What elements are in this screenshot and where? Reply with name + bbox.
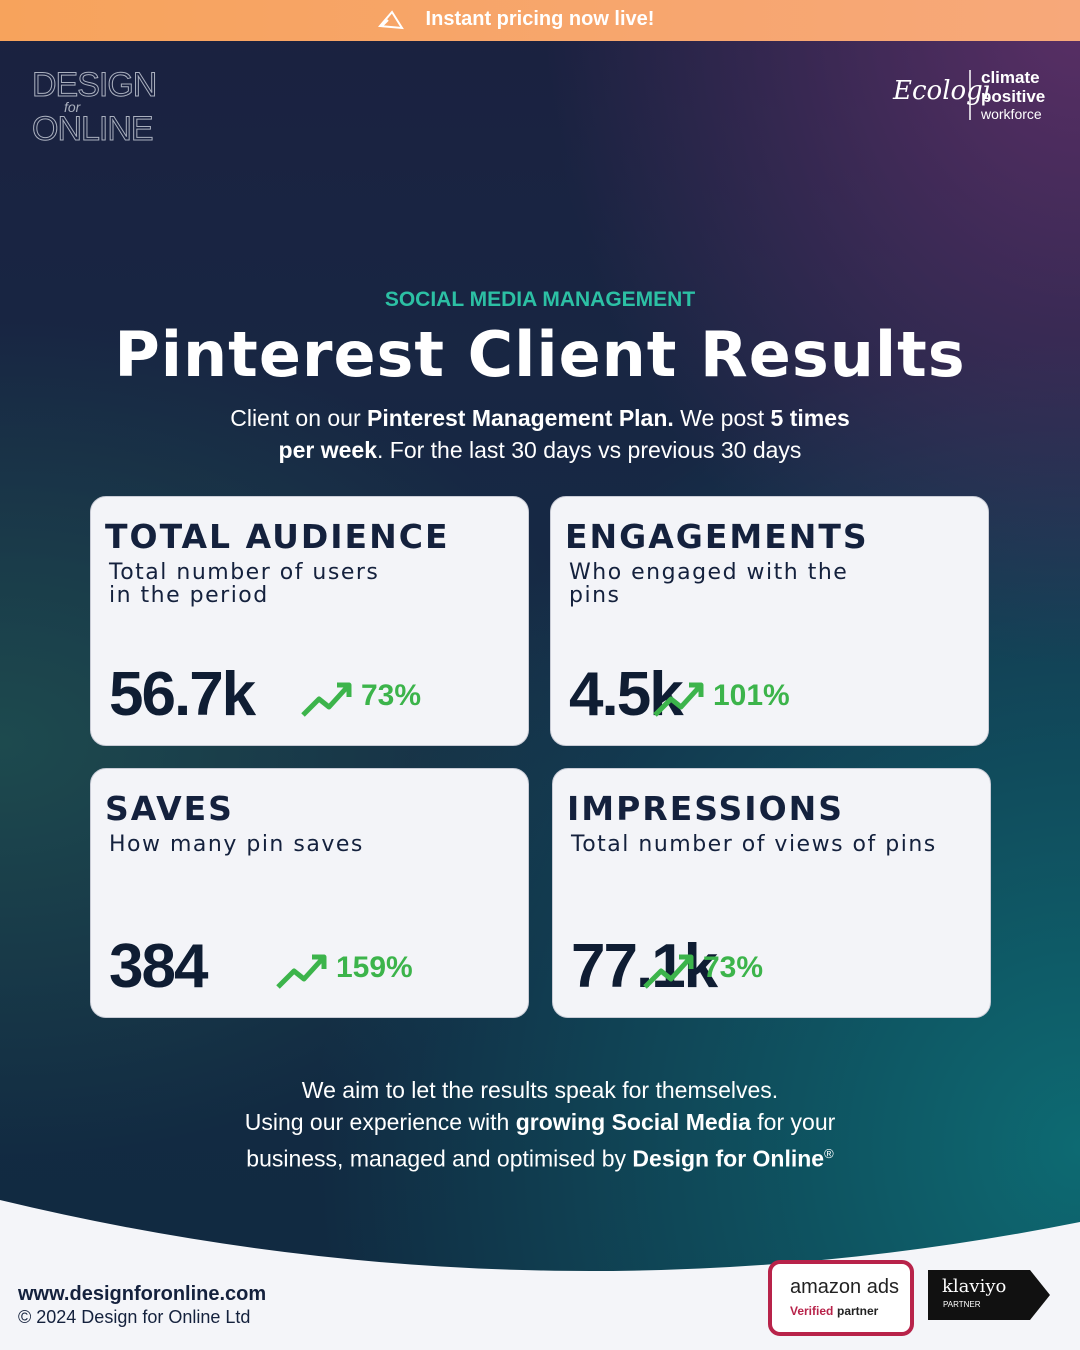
logo-line: DESIGN [32,66,158,104]
logo-line: ONLINE [32,110,155,148]
trend-arrow [643,954,694,989]
card-change: 73% [703,951,764,984]
intro-segment: 5 times [770,405,850,431]
amazon-brand: amazon ads [790,1276,899,1298]
logo-line: for [64,99,81,115]
intro-line: per week. For the last 30 days vs previo… [0,434,1080,466]
partner-line: positive [981,87,1046,106]
card-subtitle-line: pins [569,583,621,608]
megaphone-icon [377,10,404,30]
card-value: 56.7k [109,660,256,729]
trend-arrow-path [653,682,704,717]
stat-card: ENGAGEMENTS Who engaged with the pins 4.5k 1… [550,496,989,746]
closing-segment: We aim to let the results speak for them… [301,1077,779,1103]
card-title: SAVES [105,789,234,828]
intro-line: Client on our Pinterest Management Plan.… [0,402,1080,434]
card-subtitle-line: How many pin saves [109,832,364,857]
footer-url: www.designforonline.com [18,1283,267,1305]
banner-text: Instant pricing now live! [425,8,655,30]
trend-arrow-path [643,954,694,989]
closing-line: Using our experience with growing Social… [0,1106,1080,1138]
card-subtitle-line: Who engaged with the [569,560,849,585]
banner-bg [0,0,1080,41]
trend-arrow [301,682,352,717]
card-subtitle-line: in the period [109,583,269,608]
intro-segment: Client on our [230,405,368,431]
amazon-badge [768,1260,914,1336]
card-value: 4.5k [569,660,684,729]
trend-arrow-path [276,954,327,989]
card-change: 159% [336,951,413,984]
stat-card: SAVES How many pin saves 384 159% [90,768,529,1018]
title: Pinterest Client Results [114,318,966,391]
card-value: 384 [109,932,208,1001]
intro-segment: . For the last 30 days vs previous 30 da… [377,437,802,463]
closing-segment: for your [750,1109,836,1135]
trend-arrow [653,682,704,717]
card-title: TOTAL AUDIENCE [105,517,450,556]
logo: DESIGN for ONLINE [32,66,158,148]
klaviyo-brand: klaviyo [942,1276,1007,1297]
klaviyo-badge [928,1270,1050,1320]
card-subtitle: How many pin saves [109,833,364,856]
intro-segment: We post [673,405,771,431]
card-subtitle: Who engaged with the pins [569,561,848,607]
closing-segment: ® [824,1146,834,1161]
trend-arrow [276,954,327,989]
trend-arrow-path [301,682,352,717]
closing-segment: Using our experience with [244,1109,516,1135]
klaviyo-partner: PARTNER [943,1300,981,1309]
card-subtitle: Total number of users in the period [109,561,379,607]
stat-card: TOTAL AUDIENCE Total number of users in th… [90,496,529,746]
partner-brand: Ecologi [893,76,992,106]
kicker: SOCIAL MEDIA MANAGEMENT [384,288,696,311]
closing-segment: Design for Online [632,1145,825,1172]
stat-card: IMPRESSIONS Total number of views of pins… [552,768,991,1018]
card-subtitle-line: Total number of users [109,560,380,585]
card-value: 77.1k [571,932,718,1001]
partner-line: climate [981,68,1040,87]
intro-segment: per week [278,437,377,463]
card-subtitle-line: Total number of views of pins [571,832,937,857]
closing-segment: growing Social Media [515,1109,751,1135]
amazon-verified: Verified [790,1304,834,1318]
partner-line: workforce [981,106,1042,122]
amazon-partner: partner [837,1304,879,1318]
card-title: IMPRESSIONS [567,789,845,828]
closing-line: We aim to let the results speak for them… [0,1074,1080,1106]
intro-segment: Pinterest Management Plan. [367,405,674,431]
closing-segment: business, managed and optimised by [246,1145,633,1172]
card-subtitle: Total number of views of pins [571,833,937,856]
card-title: ENGAGEMENTS [565,517,869,556]
card-change: 73% [361,679,422,712]
closing-line: business, managed and optimised by Desig… [0,1138,1080,1175]
footer-copyright: © 2024 Design for Online Ltd [18,1307,251,1327]
card-change: 101% [713,679,790,712]
